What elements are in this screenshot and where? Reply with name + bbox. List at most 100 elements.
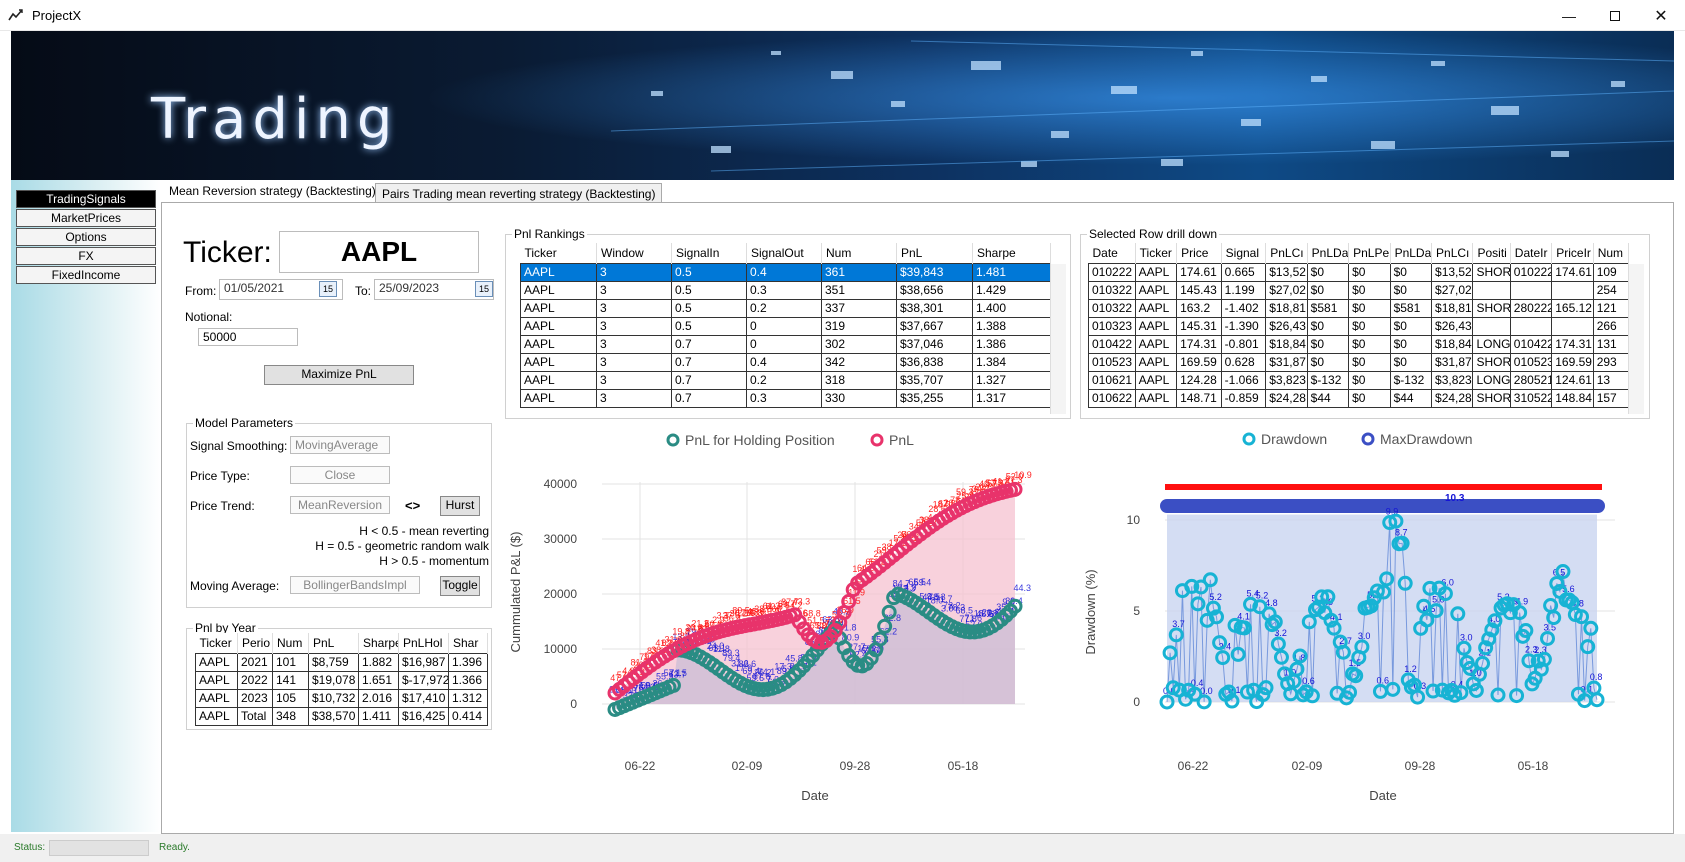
table-cell[interactable]: $18,84 — [1265, 334, 1308, 354]
table-cell[interactable]: SHORT — [1472, 298, 1511, 318]
table-cell[interactable]: AAPL — [520, 352, 597, 372]
table-cell[interactable]: 124.28 — [1176, 370, 1222, 390]
table-cell[interactable]: 293 — [1592, 352, 1630, 372]
table-cell[interactable]: 3 — [596, 262, 672, 282]
table-row[interactable]: 010622 AAPL 148.71 -0.859 $24,28 $44 $0 $44 $24,… — [1088, 388, 1630, 408]
table-cell[interactable]: $35,707 — [896, 370, 973, 390]
maximize-pnl-button[interactable]: Maximize PnL — [264, 365, 414, 385]
table-cell[interactable]: 148.71 — [1176, 388, 1222, 408]
column-header[interactable]: PnL — [896, 243, 973, 263]
table-cell[interactable]: 3 — [596, 316, 672, 336]
column-header[interactable]: DateIr — [1510, 243, 1553, 263]
table-cell[interactable]: $13,52 — [1265, 262, 1308, 282]
table-cell[interactable]: AAPL — [1134, 352, 1178, 372]
table-cell[interactable]: $44 — [1306, 388, 1350, 408]
table-cell[interactable]: AAPL — [195, 670, 238, 690]
table-cell[interactable]: $0 — [1348, 352, 1391, 372]
table-cell[interactable]: 3 — [596, 280, 672, 300]
table-cell[interactable]: $27,02 — [1265, 280, 1308, 300]
table-cell[interactable]: $0 — [1306, 334, 1350, 354]
nav-options[interactable]: Options — [16, 228, 156, 246]
table-cell[interactable]: $35,255 — [896, 388, 973, 408]
table-cell[interactable]: 2.016 — [358, 688, 399, 708]
table-cell[interactable]: 157 — [1592, 388, 1630, 408]
table-cell[interactable]: 310522 — [1509, 388, 1553, 408]
table-cell[interactable]: $31,87 — [1265, 352, 1308, 372]
table-cell[interactable]: $24,28 — [1431, 388, 1474, 408]
table-cell[interactable]: 342 — [821, 352, 897, 372]
table-cell[interactable]: $0 — [1348, 280, 1391, 300]
column-header[interactable]: PnLDa — [1307, 243, 1350, 263]
price-type-field[interactable]: Close — [290, 466, 390, 484]
table-cell[interactable]: AAPL — [520, 370, 597, 390]
column-header[interactable]: Sharpe — [358, 633, 399, 653]
table-cell[interactable]: 2022 — [237, 670, 273, 690]
table-cell[interactable]: 0.7 — [671, 352, 747, 372]
column-header[interactable]: Num — [821, 243, 897, 263]
moving-average-field[interactable]: BollingerBandsImpl — [290, 576, 420, 594]
column-header[interactable]: Sharpe — [972, 243, 1051, 263]
table-row[interactable]: AAPL 3 0.7 0.3 330 $35,255 1.317 — [520, 388, 1051, 408]
table-cell[interactable]: 141 — [272, 670, 309, 690]
table-cell[interactable]: 148.84 — [1551, 388, 1594, 408]
table-cell[interactable]: 0.4 — [746, 262, 822, 282]
column-header[interactable]: PnL — [308, 633, 359, 653]
column-header[interactable]: PnLDa — [1390, 243, 1433, 263]
column-header[interactable]: Price — [1176, 243, 1222, 263]
table-cell[interactable]: 3 — [596, 370, 672, 390]
signal-smoothing-field[interactable]: MovingAverage — [290, 436, 390, 454]
table-cell[interactable]: $0 — [1348, 334, 1391, 354]
table-cell[interactable] — [1509, 316, 1553, 336]
table-cell[interactable]: 010323 — [1088, 316, 1136, 336]
table-cell[interactable]: 1.411 — [358, 706, 399, 726]
table-cell[interactable]: AAPL — [520, 388, 597, 408]
table-row[interactable]: AAPL 2023 105 $10,732 2.016 $17,410 1.312 — [195, 688, 488, 708]
table-cell[interactable]: $17,410 — [398, 688, 449, 708]
table-cell[interactable]: 124.61 — [1551, 370, 1594, 390]
table-cell[interactable]: $36,838 — [896, 352, 973, 372]
column-header[interactable]: PriceIr — [1551, 243, 1594, 263]
table-row[interactable]: 010422 AAPL 174.31 -0.801 $18,84 $0 $0 $0 $18,84… — [1088, 334, 1630, 354]
table-cell[interactable]: $26,43 — [1431, 316, 1474, 336]
table-cell[interactable]: 131 — [1592, 334, 1630, 354]
price-trend-field[interactable]: MeanReversion — [290, 496, 390, 514]
column-header[interactable]: PnLCı — [1431, 243, 1474, 263]
ticker-input[interactable]: AAPL — [279, 231, 479, 273]
table-cell[interactable]: 1.429 — [972, 280, 1051, 300]
table-cell[interactable] — [1472, 280, 1511, 300]
column-header[interactable]: Window — [596, 243, 672, 263]
table-cell[interactable]: 1.400 — [972, 298, 1051, 318]
table-cell[interactable]: 0.4 — [746, 352, 822, 372]
table-cell[interactable]: 1.386 — [972, 334, 1051, 354]
table-cell[interactable]: Total — [237, 706, 273, 726]
table-cell[interactable]: AAPL — [1134, 262, 1178, 282]
table-cell[interactable]: 337 — [821, 298, 897, 318]
table-cell[interactable]: 0.5 — [671, 298, 747, 318]
column-header[interactable]: Date — [1088, 243, 1136, 263]
table-row[interactable]: 010621 AAPL 124.28 -1.066 $3,823 $-132 $0 $-132… — [1088, 370, 1630, 390]
column-header[interactable]: PnLCı — [1265, 243, 1308, 263]
table-cell[interactable]: $26,43 — [1265, 316, 1308, 336]
table-cell[interactable]: SHORT — [1472, 352, 1511, 372]
table-cell[interactable]: $0 — [1389, 262, 1433, 282]
table-row[interactable]: 010323 AAPL 145.31 -1.390 $26,43 $0 $0 $0 $26,43… — [1088, 316, 1630, 336]
table-cell[interactable]: AAPL — [1134, 334, 1178, 354]
table-cell[interactable]: $31,87 — [1431, 352, 1474, 372]
table-cell[interactable]: 266 — [1592, 316, 1630, 336]
table-cell[interactable]: 145.43 — [1176, 280, 1222, 300]
table-cell[interactable]: AAPL — [520, 262, 597, 282]
column-header[interactable]: SignalOut — [746, 243, 822, 263]
from-date-picker[interactable]: 01/05/2021 — [219, 279, 343, 300]
table-cell[interactable]: $27,02 — [1431, 280, 1474, 300]
column-header[interactable]: Num — [1593, 243, 1630, 263]
table-row[interactable]: 010322 AAPL 145.43 1.199 $27,02 $0 $0 $0 $27,02 2… — [1088, 280, 1630, 300]
table-cell[interactable]: 0.7 — [671, 388, 747, 408]
maximize-icon[interactable] — [1592, 0, 1638, 31]
column-header[interactable]: Ticker — [1135, 243, 1178, 263]
table-cell[interactable]: 330 — [821, 388, 897, 408]
table-cell[interactable]: AAPL — [195, 706, 238, 726]
hurst-button[interactable]: Hurst — [440, 496, 480, 516]
from-calendar-icon[interactable]: 15 — [319, 281, 337, 297]
table-cell[interactable]: SHORT — [1472, 262, 1511, 282]
table-cell[interactable]: 010523 — [1509, 352, 1553, 372]
